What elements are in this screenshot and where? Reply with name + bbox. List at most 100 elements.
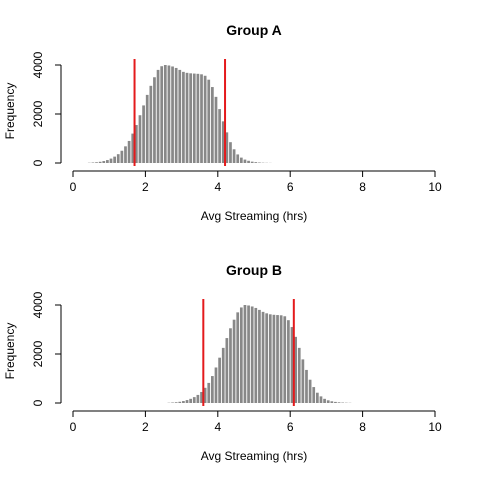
y-axis-label: Frequency [3,323,17,380]
histogram-bar [305,369,308,403]
histogram-bar [229,142,232,163]
histogram-bar [203,75,207,163]
histogram-bar [287,320,290,403]
histogram-bars [87,65,272,164]
x-tick-label: 6 [287,180,294,194]
histogram-bar [167,65,171,163]
histogram-bar [334,401,337,403]
histogram-bar [149,85,153,163]
chart-title: Group B [226,262,282,278]
histogram-bar [236,312,240,403]
histogram-bar [185,400,189,403]
y-axis-label: Frequency [3,83,17,140]
histogram-bar [124,146,127,163]
histogram-bar [171,66,174,163]
histogram-bar [211,376,214,403]
histogram-bar [192,73,196,163]
histogram-bar [290,327,294,403]
histogram-bar [160,66,164,163]
chart-title: Group A [226,22,281,38]
histogram-bar [163,65,167,163]
histogram-bar [247,305,250,403]
x-tick-label: 0 [70,420,77,434]
histogram-bar [225,338,229,403]
histogram-bar [138,115,142,163]
histogram-bar [308,379,312,403]
histogram-bar [247,160,250,163]
histogram-bar [211,87,214,163]
x-axis-label: Avg Streaming (hrs) [201,449,307,463]
histogram-bar [156,69,160,163]
histogram-bar [185,72,189,163]
histogram-bar [221,121,225,163]
histogram-bar [232,149,236,163]
y-tick-label: 0 [31,399,45,406]
histogram-bar [337,402,341,403]
histogram-bar [178,69,182,163]
y-tick-label: 2000 [31,340,45,367]
histogram-bar [294,336,297,403]
x-ticks: 0 2 4 6 8 10 [70,171,442,194]
histogram-bar [283,316,287,403]
histogram-bar [239,157,243,163]
histogram-bar [182,71,185,163]
histogram-bar [276,315,279,403]
histogram-bar [113,156,116,163]
histogram-bar [102,161,106,163]
histogram-bar [312,387,316,403]
histogram-bar [203,387,207,403]
histogram-bar [189,398,193,403]
histogram-bars [167,305,352,404]
histogram-bar [182,401,185,403]
histogram-bar [254,162,258,163]
histogram-bar [239,307,243,403]
y-tick-label: 4000 [31,51,45,78]
histogram-bar [127,140,131,163]
histogram-bar [301,359,305,403]
histogram-bar [134,125,138,163]
histogram-bar [207,79,211,163]
y-tick-label: 0 [31,159,45,166]
histogram-bar [153,77,156,163]
histogram-bar [319,396,323,403]
reference-lines [133,59,227,166]
histogram-bar [106,160,109,163]
histogram-bar [250,306,254,403]
histogram-bar [207,382,211,403]
x-tick-label: 0 [70,180,77,194]
reference-lines [202,299,295,406]
histogram-bar [200,74,203,163]
x-tick-label: 10 [428,180,442,194]
histogram-bar [174,67,178,163]
histogram-bar [192,397,196,403]
panel-group-a: Group A 0 2 4 6 8 10 0 2000 4000 Avg Streaming … [3,22,442,223]
x-axis-label: Avg Streaming (hrs) [201,209,307,223]
histogram-bar [120,150,124,163]
histogram-bar [232,319,236,403]
histogram-bar [315,392,319,403]
y-tick-label: 4000 [31,291,45,318]
histogram-bar [95,162,98,163]
histogram-bar [218,109,221,163]
histogram-bar [261,311,265,403]
x-tick-label: 8 [359,420,366,434]
histogram-bar [268,314,272,403]
histogram-bar [221,347,225,404]
histogram-bar [116,154,120,163]
histogram-bar [214,367,218,403]
x-tick-label: 2 [142,180,149,194]
histogram-bar [214,96,218,163]
histogram-bar [250,161,254,163]
y-ticks: 0 2000 4000 [31,51,61,166]
histogram-bar [323,398,326,403]
histogram-bar [236,154,240,163]
histogram-bar [243,159,247,163]
histogram-bar [174,402,178,403]
histogram-bar [229,328,232,403]
histogram-bar [297,347,301,404]
histogram-bar [200,391,203,403]
panel-group-b: Group B 0 2 4 6 8 10 0 2000 4000 Avg Streaming … [3,262,442,463]
histogram-bar [142,105,145,163]
x-tick-label: 4 [214,420,221,434]
